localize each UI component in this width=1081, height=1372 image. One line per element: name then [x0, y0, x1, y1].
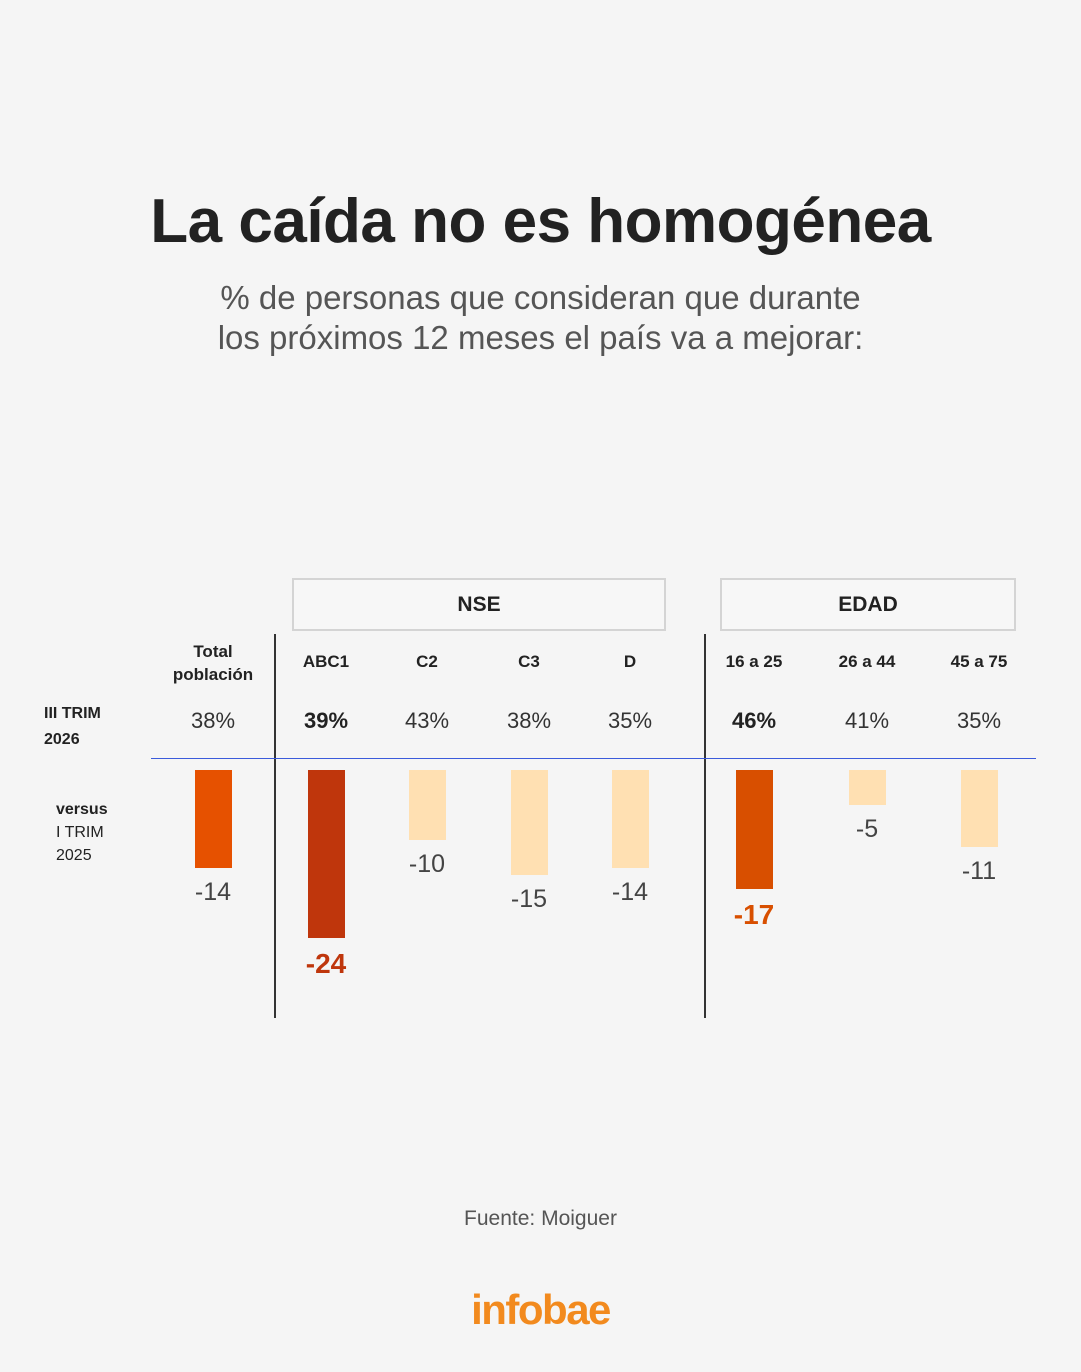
group-edad: EDAD — [720, 578, 1016, 631]
source-note: Fuente: Moiguer — [464, 1207, 617, 1230]
subtitle-line-2: los próximos 12 meses el país va a mejor… — [217, 319, 864, 356]
change-bar — [961, 770, 998, 847]
row-label-versus: versus I TRIM 2025 — [56, 798, 108, 867]
change-label: -15 — [510, 885, 548, 913]
change-bar — [612, 770, 649, 868]
change-label: -24 — [305, 948, 347, 979]
column-header: C2 — [416, 652, 438, 671]
subtitle-line-1: % de personas que consideran que durante — [220, 279, 861, 316]
infobae-logo: infobae — [471, 1286, 611, 1333]
column-header: Total población — [172, 642, 254, 684]
change-label: -17 — [733, 899, 775, 930]
row-label-current-line-2: 2026 — [44, 731, 80, 748]
change-bar — [736, 770, 773, 889]
divider-vertical-1 — [274, 634, 276, 1018]
row-label-versus-line-3: 2025 — [56, 847, 92, 864]
change-label: -14 — [611, 878, 649, 906]
change-bar — [409, 770, 446, 840]
change-bar — [849, 770, 886, 805]
row-label-versus-line-1: versus — [56, 801, 108, 818]
change-bar — [511, 770, 548, 875]
change-bar — [195, 770, 232, 868]
change-bar — [308, 770, 345, 938]
current-value: 39% — [303, 708, 349, 733]
current-value: 35% — [607, 708, 653, 733]
current-value: 35% — [956, 708, 1002, 733]
chart-title: La caída no es homogénea — [150, 187, 931, 256]
chart-subtitle: % de personas que consideran que durante… — [0, 278, 1081, 358]
divider-vertical-2 — [704, 634, 706, 1018]
row-label-versus-line-2: I TRIM — [56, 824, 104, 841]
column-header: 16 a 25 — [725, 652, 783, 671]
change-label: -14 — [194, 878, 232, 906]
current-value: 41% — [844, 708, 890, 733]
change-label: -10 — [408, 850, 446, 878]
row-label-current: III TRIM 2026 — [44, 702, 101, 751]
change-label: -5 — [855, 815, 879, 843]
current-value: 38% — [190, 708, 236, 733]
current-value: 46% — [731, 708, 777, 733]
column-header: 45 a 75 — [950, 652, 1008, 671]
column-header: C3 — [518, 652, 540, 671]
group-nse: NSE — [292, 578, 666, 631]
divider-horizontal — [151, 758, 1036, 759]
change-label: -11 — [961, 857, 997, 885]
column-header: 26 a 44 — [838, 652, 896, 671]
current-value: 43% — [404, 708, 450, 733]
column-header: ABC1 — [302, 652, 350, 671]
row-label-current-line-1: III TRIM — [44, 705, 101, 722]
column-header: D — [623, 652, 637, 671]
current-value: 38% — [506, 708, 552, 733]
